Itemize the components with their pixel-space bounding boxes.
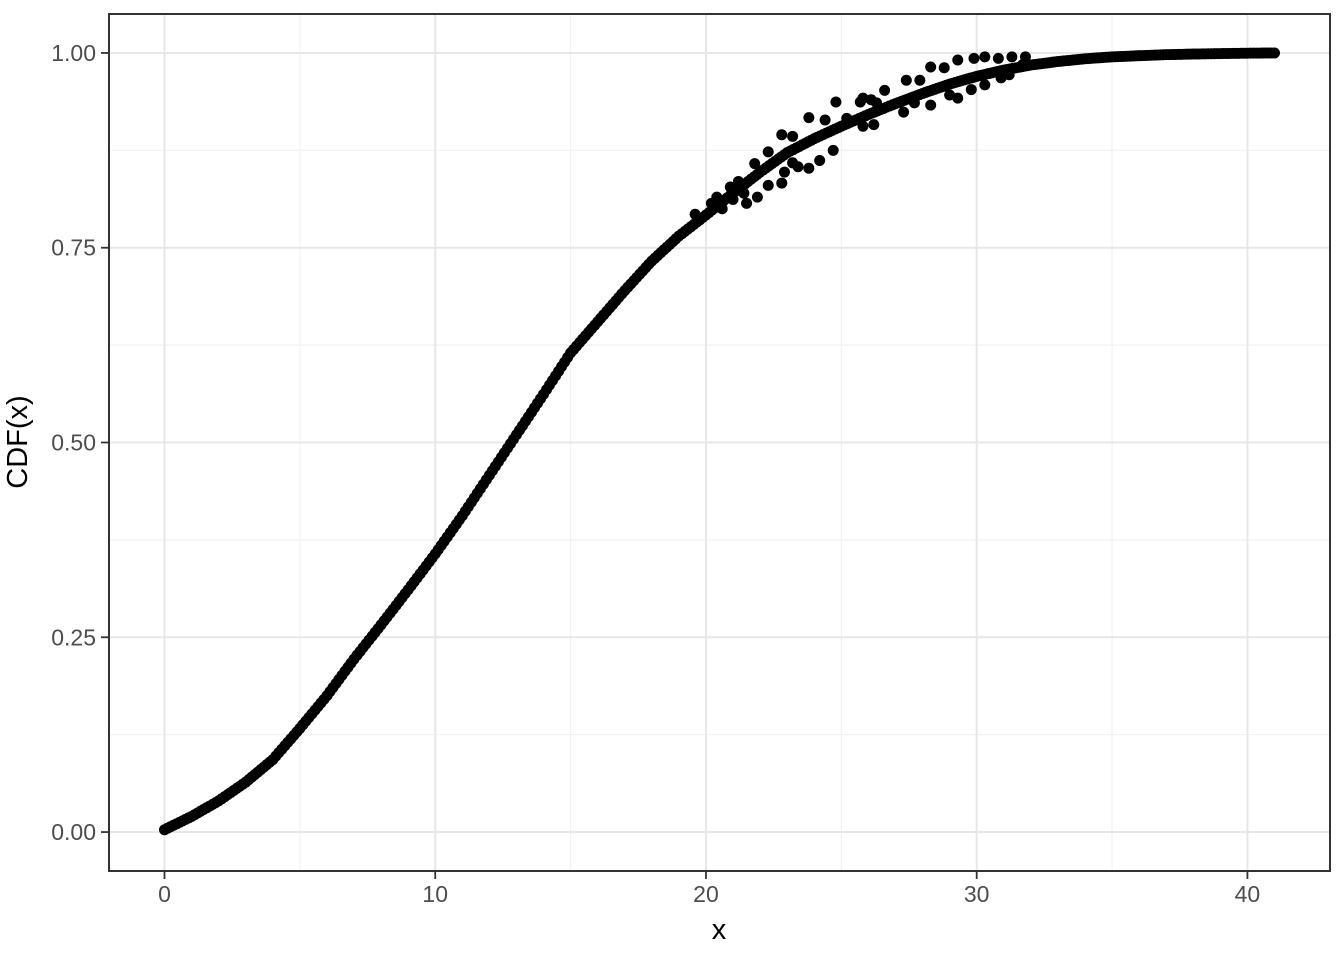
x-axis: 0 10 20 30 40: [158, 871, 1260, 907]
data-point: [914, 74, 926, 86]
y-axis-title: CDF(x): [2, 395, 34, 488]
data-point: [979, 51, 991, 63]
data-point: [925, 61, 937, 73]
data-point: [827, 144, 839, 156]
data-point: [965, 84, 977, 96]
data-point: [1019, 51, 1031, 63]
x-axis-tick-label: 10: [422, 881, 448, 907]
data-point: [792, 161, 804, 173]
data-point: [908, 97, 920, 109]
data-point: [738, 187, 750, 199]
data-point: [762, 146, 774, 158]
data-point: [952, 92, 964, 104]
data-point: [711, 191, 723, 203]
gridlines-layer: [109, 14, 1330, 871]
data-point: [1006, 51, 1018, 63]
data-point: [900, 74, 912, 86]
data-point: [1269, 47, 1280, 59]
points-layer: [159, 47, 1280, 836]
x-axis-tick-label: 30: [964, 881, 990, 907]
data-point: [1003, 69, 1015, 81]
y-axis-tick-label: 0.00: [51, 819, 96, 845]
data-point: [732, 176, 744, 188]
y-axis: 0.00 0.25 0.50 0.75 1.00: [51, 40, 109, 845]
data-point: [727, 193, 739, 205]
data-point: [819, 114, 831, 126]
data-point: [762, 179, 774, 191]
data-point: [879, 84, 891, 96]
data-point: [938, 62, 950, 74]
y-axis-tick-label: 0.25: [51, 624, 96, 650]
x-axis-tick-label: 0: [158, 881, 171, 907]
y-axis-tick-label: 0.50: [51, 430, 96, 456]
data-point: [787, 130, 799, 142]
data-point: [716, 203, 728, 215]
data-point: [749, 158, 761, 170]
data-point: [968, 52, 980, 64]
data-point: [803, 112, 815, 124]
data-point: [814, 154, 826, 166]
y-axis-tick-label: 0.75: [51, 235, 96, 261]
data-point: [689, 208, 701, 220]
data-point: [751, 191, 763, 203]
data-point: [868, 119, 880, 131]
data-point: [992, 52, 1004, 64]
y-axis-tick-label: 1.00: [51, 40, 96, 66]
data-point: [871, 97, 883, 109]
data-point: [830, 96, 842, 108]
data-point: [857, 120, 869, 132]
x-axis-tick-label: 40: [1235, 881, 1261, 907]
data-point: [857, 92, 869, 104]
data-point: [776, 177, 788, 189]
data-point: [724, 181, 736, 193]
data-point: [979, 79, 991, 91]
data-point: [776, 129, 788, 141]
data-point: [803, 162, 815, 174]
data-point: [778, 166, 790, 178]
data-point: [741, 197, 753, 209]
data-point: [898, 106, 910, 118]
data-point: [841, 112, 853, 124]
data-point: [952, 54, 964, 66]
data-point: [925, 99, 937, 111]
x-axis-title: x: [712, 914, 727, 946]
x-axis-tick-label: 20: [693, 881, 719, 907]
